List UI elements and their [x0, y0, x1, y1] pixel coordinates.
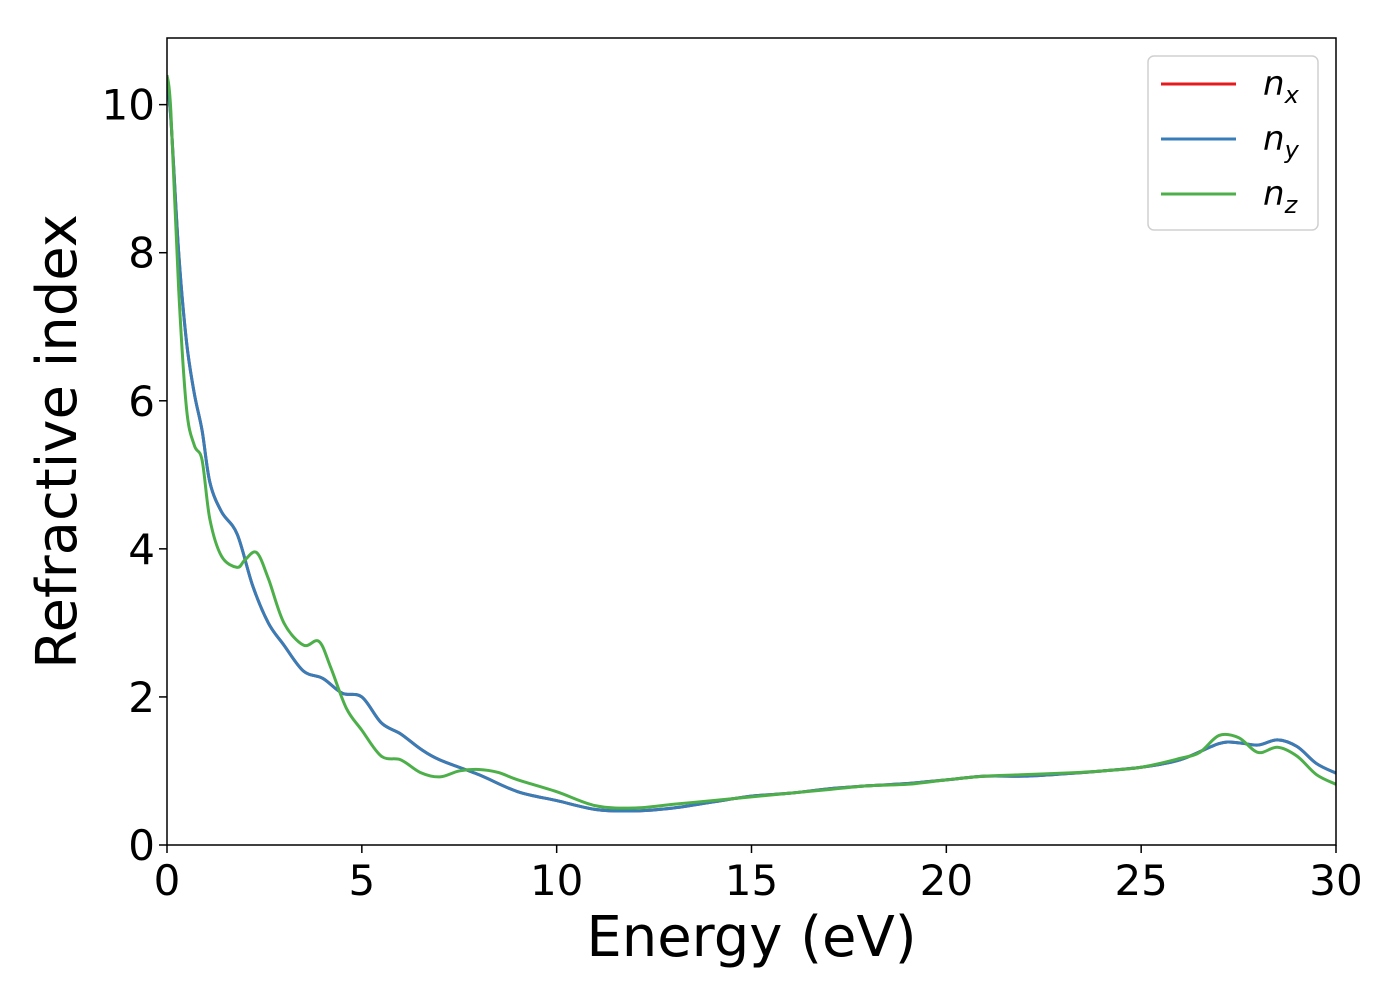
y-tick-label: 6	[128, 377, 155, 426]
legend-label: nx	[1263, 64, 1300, 109]
legend-label: ny	[1263, 119, 1300, 164]
legend: nx ny nz	[1147, 55, 1319, 231]
x-tick-label: 30	[1309, 856, 1362, 905]
x-tick-label: 5	[348, 856, 375, 905]
y-tick-label: 2	[128, 673, 155, 722]
x-tick-label: 10	[530, 856, 583, 905]
axis-ticks: 0 5 10 15 20 25 30 0 2 4 6 8 10	[102, 81, 1363, 905]
y-tick-label: 8	[128, 229, 155, 278]
x-tick-label: 25	[1114, 856, 1167, 905]
series-layer	[167, 74, 1336, 813]
y-tick-label: 0	[128, 821, 155, 870]
y-axis-label: Refractive index	[25, 214, 90, 669]
x-axis-label: Energy (eV)	[586, 905, 916, 970]
y-tick-label: 10	[102, 81, 155, 130]
legend-label: nz	[1263, 174, 1299, 219]
x-tick-label: 20	[920, 856, 973, 905]
legend-box	[1147, 55, 1319, 231]
y-tick-label: 4	[128, 525, 155, 574]
x-tick-label: 0	[154, 856, 181, 905]
x-tick-label: 15	[725, 856, 778, 905]
series-line-n-z	[167, 74, 1336, 810]
